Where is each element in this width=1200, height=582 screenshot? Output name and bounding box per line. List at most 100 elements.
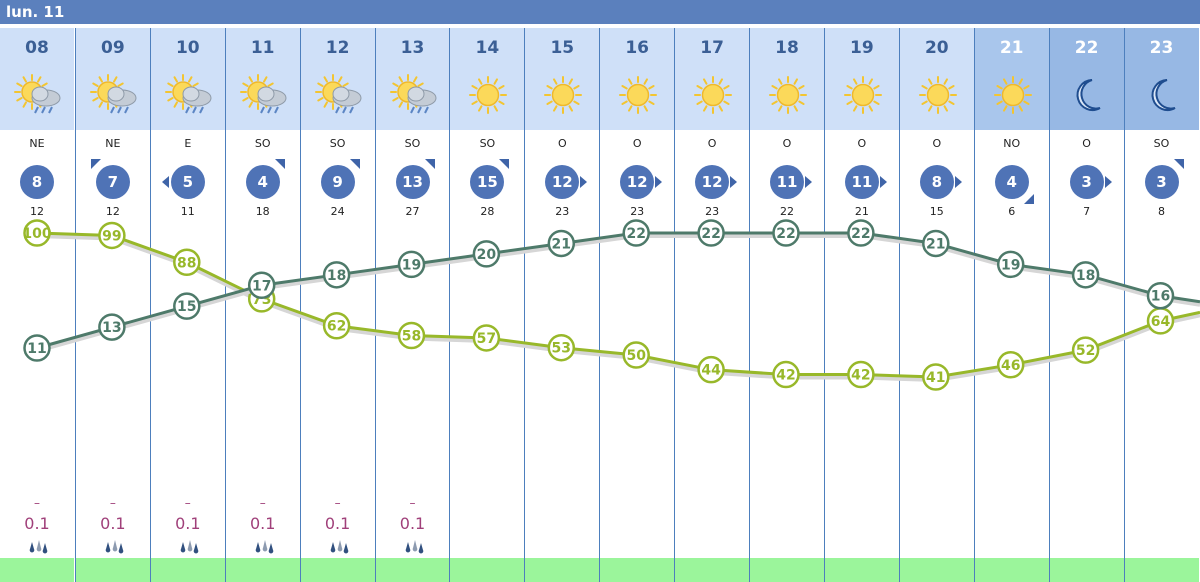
humidity-point-marker xyxy=(772,360,800,389)
temperature-point-marker xyxy=(173,292,201,320)
temperature-point-marker xyxy=(922,229,950,258)
wind-direction: SO xyxy=(254,137,271,150)
humidity-point-label: 44 xyxy=(701,363,721,379)
hour-column: 08 NE 8 12 – 0.1 xyxy=(0,28,74,582)
hour-label: 16 xyxy=(625,38,650,58)
footer-bar xyxy=(899,558,974,582)
hour-label: 12 xyxy=(325,38,350,58)
wind-speed: 11 xyxy=(844,165,879,199)
temperature-point-label: 21 xyxy=(926,236,945,252)
humidity-point: 42 xyxy=(847,360,875,389)
footer-bar xyxy=(974,558,1049,582)
temperature-line xyxy=(36,231,1200,350)
sun-cloud-rain-icon xyxy=(10,74,66,116)
wind-gust: 11 xyxy=(180,205,195,218)
hour-header xyxy=(75,28,150,130)
temperature-point-marker xyxy=(472,240,501,268)
hour-label: 22 xyxy=(1074,38,1099,58)
footer-bar xyxy=(150,558,225,582)
sun-icon xyxy=(760,74,816,116)
humidity-point-marker xyxy=(697,355,725,384)
humidity-point: 58 xyxy=(397,321,426,350)
humidity-point-marker xyxy=(322,311,351,340)
wind-gust: 21 xyxy=(854,205,869,218)
wind-direction: SO xyxy=(404,137,421,150)
hour-column: 10 E 5 11 – 0.1 xyxy=(149,28,225,582)
temperature-point: 20 xyxy=(472,240,501,268)
wind-speed: 8 xyxy=(919,165,954,199)
temperature-point: 22 xyxy=(772,219,800,247)
humidity-point-marker xyxy=(996,351,1025,379)
temperature-point-label: 20 xyxy=(477,247,497,263)
footer-bar xyxy=(225,558,300,582)
wind-direction: O xyxy=(707,137,717,150)
temperature-point-marker xyxy=(247,271,276,300)
temperature-line-shadow xyxy=(36,234,1200,353)
wind-badge: 15 xyxy=(467,159,510,202)
rain-drops-icon xyxy=(103,539,125,555)
wind-badge: 13 xyxy=(393,159,435,202)
temperature-point: 18 xyxy=(1071,261,1100,289)
rain-dash: – xyxy=(184,496,191,510)
humidity-point: 41 xyxy=(922,363,950,391)
sun-icon xyxy=(460,74,516,116)
hour-label: 21 xyxy=(999,38,1024,58)
sun-icon xyxy=(685,74,741,116)
hour-label: 15 xyxy=(550,38,575,58)
rain-drops-icon xyxy=(178,539,200,555)
wind-speed: 3 xyxy=(1144,165,1179,199)
hour-label: 14 xyxy=(475,38,500,58)
temperature-point-label: 17 xyxy=(252,278,271,294)
wind-badge: 3 xyxy=(1067,162,1112,202)
humidity-point: 88 xyxy=(173,248,201,277)
humidity-point: 62 xyxy=(322,311,351,340)
humidity-point: 44 xyxy=(697,355,725,384)
rain-amount: 0.1 xyxy=(175,514,201,533)
wind-badge: 5 xyxy=(161,162,208,202)
footer-bar xyxy=(600,558,675,582)
temperature-point-label: 15 xyxy=(177,299,196,315)
rain-drops-icon xyxy=(403,539,425,555)
wind-speed: 13 xyxy=(395,165,430,199)
wind-speed: 4 xyxy=(245,165,280,199)
wind-gust: 22 xyxy=(780,205,794,218)
rain-amount: 0.1 xyxy=(324,514,351,533)
wind-badge: 12 xyxy=(617,162,663,202)
wind-badge: 8 xyxy=(17,162,57,202)
wind-speed: 5 xyxy=(170,165,205,199)
day-header: lun. 11 xyxy=(0,0,1200,24)
rain-dash: – xyxy=(259,496,266,510)
wind-gust: 15 xyxy=(929,205,944,218)
humidity-point-label: 57 xyxy=(477,331,496,347)
humidity-point-label: 88 xyxy=(177,255,196,271)
rain-dash: – xyxy=(34,496,40,510)
humidity-point-marker xyxy=(472,324,501,352)
humidity-point: 64 xyxy=(1146,307,1175,335)
temperature-point: 22 xyxy=(622,219,650,247)
wind-gust: 23 xyxy=(705,205,720,218)
rain-drops-icon xyxy=(253,539,275,555)
wind-gust: 28 xyxy=(480,205,495,218)
wind-gust: 7 xyxy=(1083,205,1091,218)
rain-dash: – xyxy=(334,496,341,510)
temperature-point-marker xyxy=(622,219,650,247)
humidity-point-marker xyxy=(397,321,426,350)
hour-label: 13 xyxy=(400,38,425,58)
hour-column: 11 SO 4 18 – 0.1 xyxy=(224,28,300,582)
wind-speed: 11 xyxy=(770,165,804,199)
rain-amount: 0.1 xyxy=(100,514,126,533)
temperature-point: 19 xyxy=(996,250,1025,279)
hour-column: 12 SO 9 24 – 0.1 xyxy=(299,28,375,582)
wind-gust: 23 xyxy=(630,205,645,218)
footer-bar xyxy=(1124,558,1199,582)
footer-bar xyxy=(750,558,824,582)
humidity-point-label: 62 xyxy=(327,319,346,335)
temperature-point-marker xyxy=(772,219,800,247)
temperature-point-marker xyxy=(397,250,426,279)
temperature-point-marker xyxy=(697,219,725,247)
humidity-point-marker xyxy=(547,333,576,362)
temperature-point-marker xyxy=(23,334,51,362)
wind-badge: 12 xyxy=(692,162,738,202)
wind-speed: 7 xyxy=(95,165,130,199)
